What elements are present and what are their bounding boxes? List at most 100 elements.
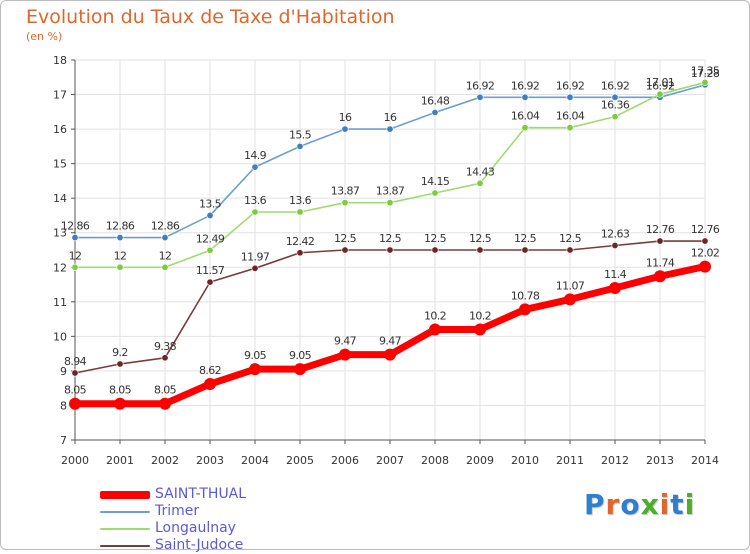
data-point <box>611 93 619 101</box>
data-point <box>251 264 259 272</box>
data-point <box>476 246 484 254</box>
proxiti-logo: Proxiti <box>584 488 696 521</box>
y-tick-label: 17 <box>53 89 67 102</box>
x-tick-label: 2000 <box>61 454 89 467</box>
data-point <box>341 246 349 254</box>
data-label: 8.05 <box>154 384 177 397</box>
data-label: 12.63 <box>601 228 630 241</box>
data-label: 9.47 <box>334 335 357 348</box>
data-label: 8.05 <box>64 384 87 397</box>
data-label: 13.6 <box>289 194 312 207</box>
data-label: 12.5 <box>559 232 582 245</box>
x-tick-label: 2004 <box>241 454 269 467</box>
data-point <box>656 237 664 245</box>
data-point <box>566 93 574 101</box>
data-point <box>566 124 574 132</box>
y-tick-label: 12 <box>53 261 67 274</box>
data-point <box>206 246 214 254</box>
data-point <box>519 303 531 316</box>
data-label: 14.15 <box>421 175 450 188</box>
data-label: 12.76 <box>646 223 675 236</box>
x-tick-label: 2003 <box>196 454 224 467</box>
x-tick-label: 2009 <box>466 454 494 467</box>
data-label: 12 <box>114 249 127 262</box>
x-tick-label: 2010 <box>511 454 539 467</box>
data-point <box>116 234 124 242</box>
data-labels: 12.86 12.86 12.86 13.5 14.9 15.5 16 16 16.48 16.9… <box>61 64 721 397</box>
data-point <box>521 246 529 254</box>
data-point <box>341 125 349 133</box>
y-tick-label: 10 <box>53 330 67 343</box>
data-point <box>296 208 304 216</box>
data-point <box>251 208 259 216</box>
data-point <box>296 142 304 150</box>
data-point <box>384 348 396 361</box>
data-label: 9.38 <box>154 340 177 353</box>
data-label: 12.86 <box>151 220 180 233</box>
data-label: 12.5 <box>334 232 357 245</box>
x-tick-label: 2012 <box>601 454 629 467</box>
data-label: 16.92 <box>601 79 630 92</box>
data-point <box>654 270 666 283</box>
data-label: 11.07 <box>556 279 585 292</box>
legend-swatch <box>100 511 150 513</box>
data-label: 11.57 <box>196 264 225 277</box>
data-point <box>114 397 126 410</box>
data-point <box>159 397 171 410</box>
data-label: 12.5 <box>514 232 537 245</box>
data-label: 16 <box>339 111 352 124</box>
data-label: 12.5 <box>424 232 447 245</box>
data-label: 12 <box>159 249 172 262</box>
legend-swatch <box>100 528 150 530</box>
data-point <box>116 263 124 271</box>
x-tick-label: 2011 <box>556 454 584 467</box>
data-point <box>386 199 394 207</box>
data-point <box>521 124 529 132</box>
legend-swatch <box>100 491 150 499</box>
legend-swatch <box>100 545 150 547</box>
data-point <box>564 293 576 306</box>
data-label: 9.2 <box>112 346 128 359</box>
data-point <box>161 234 169 242</box>
data-point <box>431 109 439 117</box>
y-tick-label: 13 <box>53 227 67 240</box>
data-label: 12.86 <box>106 220 135 233</box>
data-label: 8.94 <box>64 355 87 368</box>
data-point <box>429 323 441 336</box>
data-label: 16.92 <box>556 79 585 92</box>
data-label: 16.48 <box>421 95 450 108</box>
data-point <box>206 211 214 219</box>
y-tick-label: 16 <box>53 123 67 136</box>
data-label: 8.05 <box>109 384 132 397</box>
data-label: 15.5 <box>289 128 312 141</box>
data-point <box>611 242 619 250</box>
data-label: 13.87 <box>331 185 360 198</box>
y-tick-label: 8 <box>60 399 67 412</box>
data-point <box>701 237 709 245</box>
data-label: 10.78 <box>511 289 540 302</box>
legend-label: Longaulnay <box>155 520 236 536</box>
data-point <box>609 282 621 294</box>
data-label: 13.87 <box>376 185 405 198</box>
data-point <box>161 354 169 362</box>
data-point <box>69 397 81 410</box>
data-label: 11.97 <box>241 250 270 263</box>
data-label: 12 <box>69 249 82 262</box>
data-label: 12.49 <box>196 232 225 245</box>
data-label: 11.74 <box>646 256 675 269</box>
data-label: 16.04 <box>511 110 540 123</box>
data-label: 10.2 <box>424 309 446 322</box>
y-tick-label: 11 <box>53 296 67 309</box>
data-point <box>431 189 439 197</box>
data-point <box>656 90 664 98</box>
legend-label: Trimer <box>155 503 200 519</box>
data-point <box>116 360 124 368</box>
y-tick-label: 15 <box>53 158 67 171</box>
chart-unit: (en %) <box>26 30 63 43</box>
x-tick-label: 2007 <box>376 454 404 467</box>
legend-label: Saint-Judoce <box>155 537 244 553</box>
data-label: 16.92 <box>646 79 675 92</box>
data-point <box>386 246 394 254</box>
